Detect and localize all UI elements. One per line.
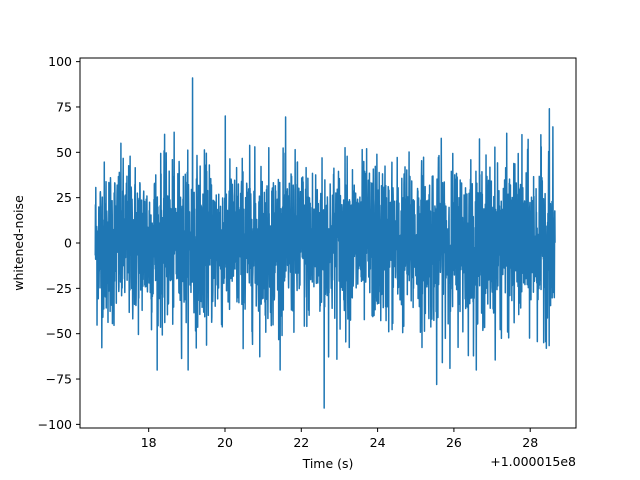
y-tick-label: −75 — [46, 372, 72, 387]
x-tick-label: 24 — [370, 435, 386, 450]
y-axis: −100 −75 −50 −25 0 25 50 75 100 — [38, 54, 80, 432]
y-tick-label: 0 — [64, 236, 72, 251]
plot-area — [94, 77, 556, 409]
y-tick-label: 25 — [56, 190, 72, 205]
y-tick-label: 50 — [56, 145, 72, 160]
x-axis: 18 20 22 24 26 28 — [141, 428, 538, 450]
y-axis-label: whitened-noise — [11, 195, 26, 291]
y-tick-label: −100 — [38, 417, 72, 432]
series-line-whitened-noise — [94, 77, 556, 409]
y-tick-label: 100 — [48, 54, 72, 69]
x-tick-label: 22 — [293, 435, 309, 450]
y-tick-label: 75 — [56, 99, 72, 114]
y-tick-label: −25 — [46, 281, 72, 296]
x-tick-label: 18 — [141, 435, 157, 450]
x-tick-label: 28 — [522, 435, 538, 450]
x-tick-label: 26 — [446, 435, 462, 450]
x-axis-offset-label: +1.000015e8 — [490, 454, 576, 469]
y-tick-label: −50 — [46, 326, 72, 341]
x-axis-label: Time (s) — [302, 456, 354, 471]
x-tick-label: 20 — [217, 435, 233, 450]
